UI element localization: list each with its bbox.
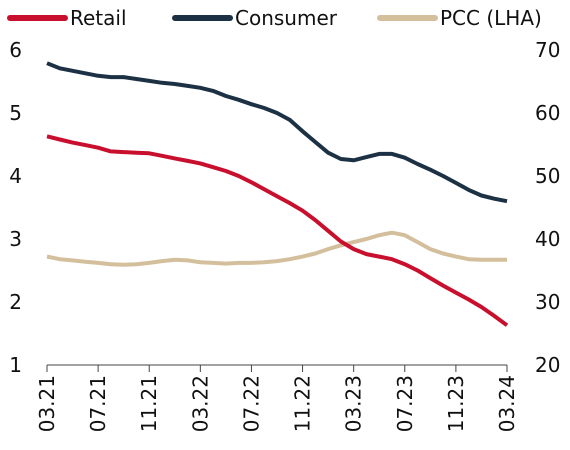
y2-tick-label: 30 bbox=[535, 290, 560, 314]
x-tick-label: 03.21 bbox=[35, 375, 59, 432]
y-tick-label: 5 bbox=[9, 101, 22, 125]
y-tick-label: 1 bbox=[9, 353, 22, 377]
y2-tick-label: 40 bbox=[535, 227, 560, 251]
legend-label: Consumer bbox=[235, 6, 338, 30]
x-tick-label: 11.22 bbox=[291, 375, 315, 432]
x-tick-label: 11.23 bbox=[444, 375, 468, 432]
x-tick-label: 03.24 bbox=[495, 375, 519, 432]
y-tick-label: 4 bbox=[9, 164, 22, 188]
line-series bbox=[46, 230, 507, 267]
line-series bbox=[46, 61, 508, 204]
legend-label: Retail bbox=[70, 6, 127, 30]
y2-tick-label: 50 bbox=[535, 164, 560, 188]
x-tick-label: 11.21 bbox=[137, 375, 161, 432]
x-tick-label: 03.23 bbox=[342, 375, 366, 432]
x-tick-label: 07.22 bbox=[239, 375, 263, 432]
line-series bbox=[46, 134, 509, 327]
y2-tick-label: 60 bbox=[535, 101, 560, 125]
y2-tick-label: 20 bbox=[535, 353, 560, 377]
y-tick-label: 2 bbox=[9, 290, 22, 314]
legend-label: PCC (LHA) bbox=[440, 6, 542, 30]
x-tick-label: 07.21 bbox=[86, 375, 110, 432]
x-tick-label: 07.23 bbox=[393, 375, 417, 432]
y-tick-label: 3 bbox=[9, 227, 22, 251]
x-tick-label: 03.22 bbox=[188, 375, 212, 432]
y2-tick-label: 70 bbox=[535, 38, 560, 62]
y-tick-label: 6 bbox=[9, 38, 22, 62]
